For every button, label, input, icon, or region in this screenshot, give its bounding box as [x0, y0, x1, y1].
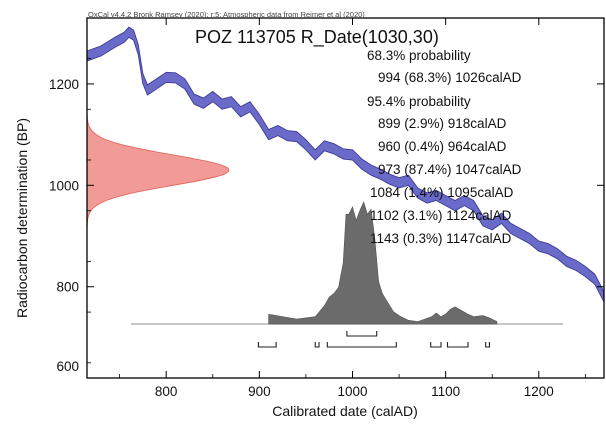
prob-line-8: 1102 (3.1%) 1124calAD — [370, 208, 512, 223]
plot-frame — [86, 17, 605, 379]
x-tick-label: 800 — [155, 384, 178, 399]
y-tick-label: 1000 — [49, 178, 79, 193]
posterior-distribution-layer — [131, 201, 563, 325]
prob-line-2: 994 (68.3%) 1026calAD — [378, 70, 522, 85]
prob-line-3: 95.4% probability — [367, 94, 471, 109]
y-tick-label: 1200 — [49, 77, 79, 92]
axis-ticks-layer: 800 900 1000 1100 1200 600 800 1000 1200 — [49, 18, 604, 399]
y-axis-label: Radiocarbon determination (BP) — [14, 118, 30, 318]
x-tick-label: 1100 — [431, 384, 460, 399]
range-95-bracket — [430, 342, 442, 348]
range-95-bracket — [485, 342, 490, 348]
prob-line-4: 899 (2.9%) 918calAD — [378, 116, 507, 131]
posterior-distribution-area — [268, 201, 498, 325]
measurement-distribution-area — [86, 109, 230, 232]
prob-line-1: 68.3% probability — [367, 48, 471, 63]
x-tick-label: 1200 — [524, 384, 554, 399]
probability-ranges-layer — [257, 331, 490, 348]
range-95-bracket — [446, 342, 469, 348]
range-95-bracket — [314, 342, 320, 348]
prob-line-7: 1084 (1.4%) 1095calAD — [370, 185, 514, 200]
x-axis-label: Calibrated date (calAD) — [272, 403, 418, 419]
y-tick-label: 800 — [56, 280, 79, 295]
range-95-bracket — [326, 342, 397, 348]
prob-line-6: 973 (87.4%) 1047calAD — [378, 162, 522, 177]
x-tick-label: 900 — [248, 384, 271, 399]
prob-line-9: 1143 (0.3%) 1147calAD — [370, 231, 512, 246]
measurement-distribution-layer — [86, 109, 230, 232]
prob-line-5: 960 (0.4%) 964calAD — [378, 139, 507, 154]
range-95-bracket — [257, 342, 277, 348]
y-tick-label: 600 — [56, 359, 79, 374]
range-68-bracket — [346, 331, 378, 337]
chart-title: POZ 113705 R_Date(1030,30) — [195, 27, 439, 47]
oxcal-header: OxCal v4.4.2 Bronk Ramsey (2020); r:5; A… — [88, 10, 365, 19]
x-tick-label: 1000 — [337, 384, 367, 399]
